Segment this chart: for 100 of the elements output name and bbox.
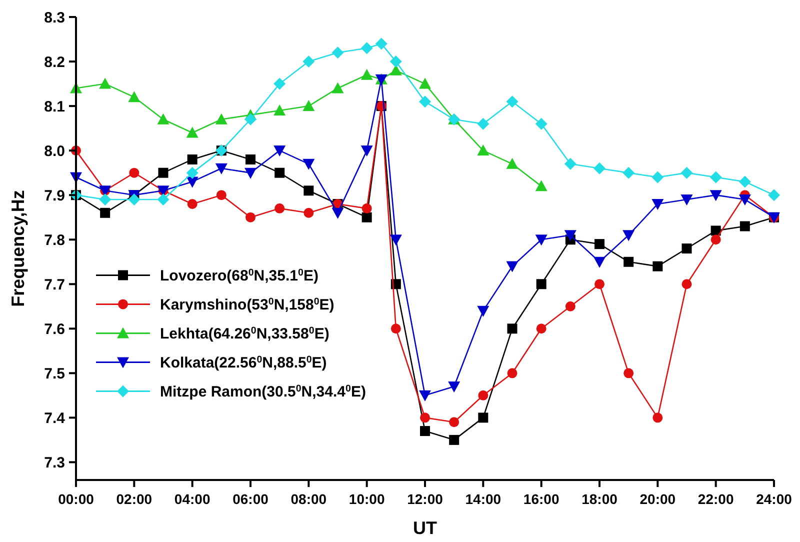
y-tick-label: 7.8	[44, 232, 65, 249]
x-tick-label: 12:00	[407, 491, 444, 507]
y-tick-label: 7.7	[44, 276, 65, 294]
x-axis-title: UT	[413, 518, 437, 538]
x-tick-label: 16:00	[523, 491, 560, 507]
point	[622, 230, 635, 242]
x-tick-label: 24:00	[756, 491, 792, 507]
x-tick-label: 02:00	[116, 491, 152, 507]
point	[128, 194, 140, 206]
point	[362, 203, 372, 214]
point	[536, 279, 546, 290]
point	[506, 96, 518, 108]
legend-label: Mitzpe Ramon(30.5$^{0}$N,34.4$^{0}$E)	[160, 382, 366, 400]
point	[157, 113, 170, 124]
point	[244, 113, 256, 126]
point	[448, 382, 460, 393]
point	[187, 154, 198, 164]
point	[710, 234, 721, 245]
point	[768, 189, 780, 202]
point	[360, 146, 373, 157]
x-tick-label: 00:00	[58, 491, 94, 507]
point	[302, 56, 315, 68]
point	[360, 42, 373, 54]
point	[419, 78, 431, 89]
y-axis-title: Frequency,Hz	[8, 190, 28, 307]
point	[274, 104, 286, 116]
point	[624, 368, 634, 378]
point	[157, 194, 170, 206]
x-tick-label: 22:00	[698, 491, 734, 507]
point	[99, 78, 112, 89]
x-tick-label: 18:00	[582, 491, 618, 507]
point	[536, 324, 546, 334]
point	[332, 82, 344, 94]
point	[186, 166, 198, 179]
point	[129, 168, 140, 178]
y-tick-label: 8.0	[44, 142, 65, 160]
point	[682, 244, 692, 254]
point	[360, 68, 373, 80]
x-tick-label: 08:00	[290, 491, 327, 507]
point	[390, 56, 402, 68]
legend-label: Lekhta(64.26$^{0}$N,33.58$^{0}$E)	[160, 324, 330, 342]
point	[594, 239, 604, 250]
point	[449, 417, 460, 428]
x-tick-label: 06:00	[232, 491, 269, 507]
point	[738, 176, 751, 188]
point	[100, 208, 110, 218]
point	[477, 118, 490, 130]
point	[128, 91, 140, 102]
point	[390, 234, 402, 246]
point	[594, 162, 606, 174]
point	[274, 78, 286, 90]
point	[274, 203, 285, 214]
y-tick-label: 7.9	[44, 187, 65, 204]
point	[740, 221, 750, 232]
point	[535, 234, 548, 246]
point	[478, 390, 488, 400]
point	[332, 46, 344, 59]
point	[594, 279, 604, 290]
point	[246, 154, 256, 164]
point	[302, 158, 315, 170]
point	[216, 190, 226, 200]
point	[375, 38, 388, 50]
point	[594, 256, 606, 268]
point	[564, 158, 576, 170]
point	[507, 368, 518, 378]
point	[652, 412, 663, 423]
x-tick-label: 10:00	[348, 491, 385, 507]
point	[244, 168, 256, 179]
point	[302, 100, 315, 112]
point	[419, 390, 431, 402]
point	[506, 261, 518, 272]
point	[624, 256, 634, 267]
point	[304, 208, 314, 218]
y-tick-label: 8.1	[44, 98, 65, 116]
point	[187, 198, 198, 209]
point	[506, 158, 518, 169]
x-tick-label: 04:00	[174, 491, 210, 507]
point	[710, 226, 721, 236]
point	[652, 198, 664, 210]
point	[478, 412, 488, 423]
point	[332, 208, 344, 219]
point	[449, 434, 460, 445]
point	[420, 426, 430, 436]
point	[215, 163, 228, 174]
point	[565, 301, 576, 312]
point	[186, 126, 198, 138]
x-tick-label: 20:00	[640, 491, 676, 507]
point	[304, 186, 314, 196]
y-tick-label: 7.6	[44, 320, 65, 338]
point	[738, 194, 751, 206]
legend-label: Lovozero(68$^{0}$N,35.1$^{0}$E)	[160, 266, 318, 284]
point	[682, 279, 692, 290]
point	[246, 212, 256, 222]
point	[710, 190, 722, 202]
point	[680, 194, 693, 206]
point	[535, 180, 548, 192]
y-tick-label: 7.4	[44, 410, 66, 427]
point	[274, 168, 285, 178]
legend-label: Karymshino(53$^{0}$N,158$^{0}$E)	[160, 296, 334, 314]
point	[710, 171, 722, 184]
